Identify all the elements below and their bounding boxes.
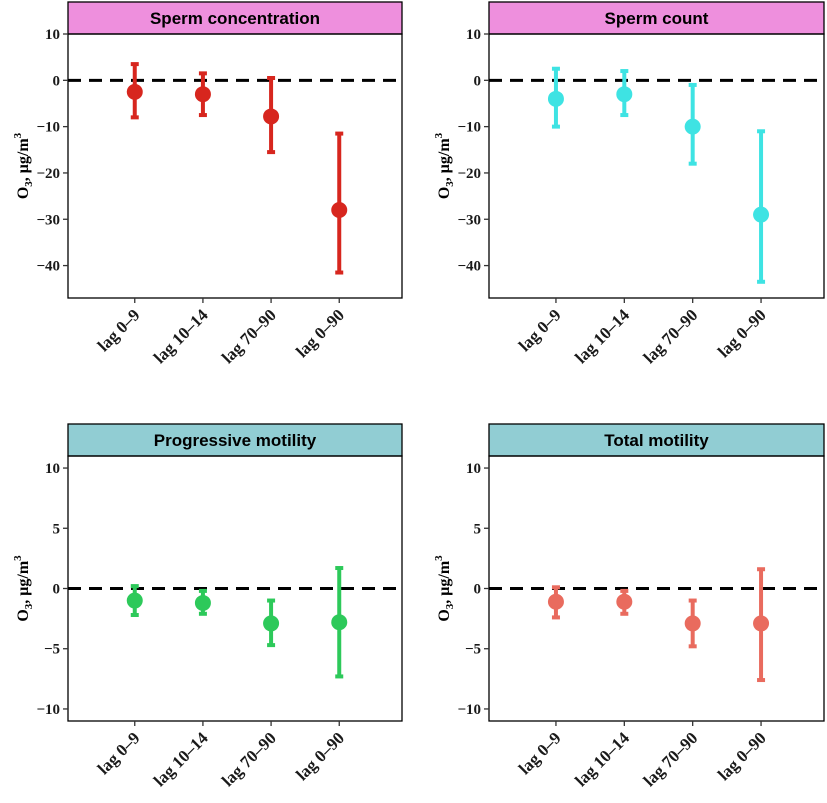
panel-2: Sperm count 10 0 −10 −20 −30 −40 O3, μg/m3 lag 0…: [433, 1, 825, 367]
y-tick-label: −5: [465, 642, 481, 658]
y-tick-label: 0: [474, 73, 482, 89]
y-tick-label: −20: [36, 166, 60, 182]
point-estimate: [753, 615, 770, 632]
point-estimate: [263, 615, 280, 632]
x-tick-label: lag 0–90: [714, 305, 770, 361]
point-estimate: [126, 83, 143, 100]
x-tick-label: lag 70–90: [640, 305, 702, 367]
y-axis-label: O3, μg/m3: [12, 132, 35, 199]
y-tick-label: −10: [36, 702, 60, 718]
y-tick-label: 10: [466, 461, 481, 477]
plot-frame: [67, 33, 403, 299]
panel-3: Progressive motility 10 5 0 −5 −10 O3, μg/m3 la…: [12, 423, 403, 790]
panel-1: Sperm concentration 10 0 −10 −20 −30 −40 O3, μg…: [12, 1, 403, 367]
panel-strip: [67, 1, 403, 35]
y-axis-label: O3, μg/m3: [433, 555, 456, 622]
panel-title: Total motility: [604, 431, 709, 450]
panel-title: Sperm concentration: [150, 9, 320, 28]
x-tick-label: lag 0–9: [94, 728, 144, 778]
point-estimate: [331, 614, 348, 631]
point-estimate: [616, 86, 633, 103]
x-tick-label: lag 0–9: [515, 305, 565, 355]
y-tick-label: −10: [457, 702, 481, 718]
y-axis-label: O3, μg/m3: [12, 555, 35, 622]
x-tick-label: lag 10–14: [571, 728, 633, 790]
panel-strip: [488, 423, 825, 457]
point-estimate: [194, 594, 211, 611]
y-axis-label: O3, μg/m3: [433, 132, 456, 199]
x-tick-label: lag 70–90: [218, 305, 280, 367]
point-estimate: [616, 593, 633, 610]
y-tick-label: −5: [44, 642, 60, 658]
panel-title: Progressive motility: [154, 431, 317, 450]
point-estimate: [547, 90, 564, 107]
x-tick-label: lag 70–90: [640, 728, 702, 790]
y-tick-label: −30: [457, 212, 481, 228]
y-tick-label: −20: [457, 166, 481, 182]
y-tick-label: −10: [36, 120, 60, 136]
y-tick-label: 10: [466, 27, 481, 43]
y-tick-label: 5: [53, 521, 61, 537]
y-tick-label: −30: [36, 212, 60, 228]
plot-frame: [488, 33, 825, 299]
y-tick-label: −40: [36, 259, 60, 275]
y-tick-label: 0: [53, 582, 61, 598]
point-estimate: [194, 86, 211, 103]
y-tick-label: −10: [457, 120, 481, 136]
x-tick-label: lag 10–14: [150, 728, 212, 790]
point-estimate: [684, 615, 701, 632]
x-tick-label: lag 0–9: [515, 728, 565, 778]
x-tick-label: lag 0–90: [292, 305, 348, 361]
x-tick-label: lag 10–14: [150, 305, 212, 367]
y-tick-label: 5: [474, 521, 482, 537]
point-estimate: [753, 206, 770, 223]
point-estimate: [684, 118, 701, 135]
x-tick-label: lag 0–90: [292, 728, 348, 784]
point-estimate: [331, 202, 348, 218]
x-tick-label: lag 10–14: [571, 305, 633, 367]
y-tick-label: −40: [457, 259, 481, 275]
x-tick-label: lag 70–90: [218, 728, 280, 790]
point-estimate: [263, 108, 280, 125]
y-tick-label: 0: [474, 582, 482, 598]
panel-strip: [488, 1, 825, 35]
x-tick-label: lag 0–90: [714, 728, 770, 784]
panel-title: Sperm count: [605, 9, 709, 28]
y-tick-label: 0: [53, 73, 61, 89]
point-estimate: [547, 593, 564, 610]
x-tick-label: lag 0–9: [94, 305, 144, 355]
y-tick-label: 10: [45, 27, 60, 43]
y-tick-label: 10: [45, 461, 60, 477]
point-estimate: [126, 592, 143, 609]
